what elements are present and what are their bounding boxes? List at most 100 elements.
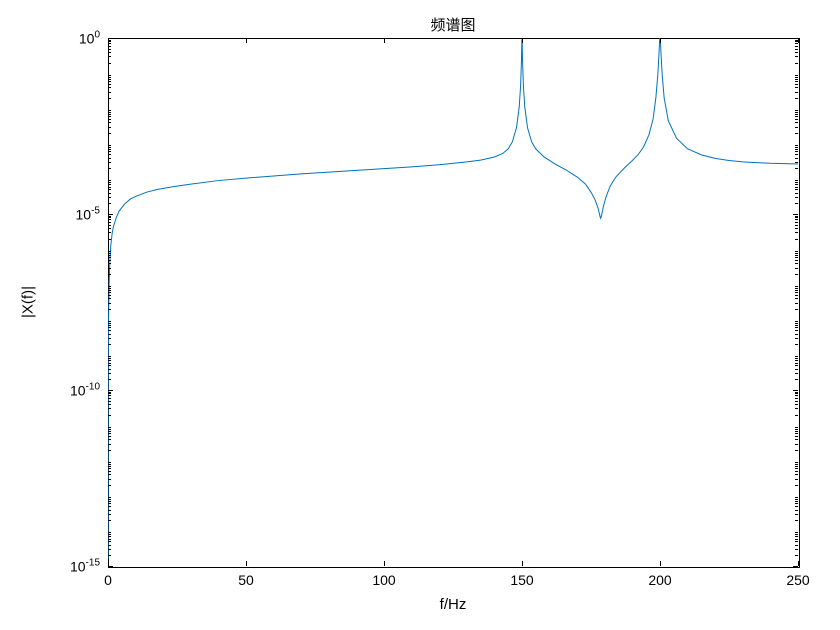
y-minor-tick-right bbox=[795, 532, 798, 533]
y-minor-tick bbox=[108, 471, 111, 472]
y-minor-tick bbox=[108, 79, 111, 80]
y-minor-tick-right bbox=[795, 431, 798, 432]
y-minor-tick-right bbox=[795, 444, 798, 445]
y-minor-tick-right bbox=[795, 292, 798, 293]
y-minor-tick-right bbox=[795, 462, 798, 463]
y-minor-tick-right bbox=[795, 466, 798, 467]
x-tick bbox=[798, 561, 799, 566]
x-axis-label: f/Hz bbox=[108, 596, 798, 613]
y-minor-tick-right bbox=[795, 216, 798, 217]
y-minor-tick-right bbox=[795, 228, 798, 229]
chart-title: 频谱图 bbox=[108, 14, 798, 35]
y-minor-tick-right bbox=[795, 327, 798, 328]
y-minor-tick bbox=[108, 334, 111, 335]
y-minor-tick bbox=[108, 356, 111, 357]
y-minor-tick bbox=[108, 510, 111, 511]
y-minor-tick bbox=[108, 222, 111, 223]
y-minor-tick-right bbox=[795, 187, 798, 188]
y-minor-tick bbox=[108, 189, 111, 190]
y-minor-tick-right bbox=[795, 501, 798, 502]
y-minor-tick bbox=[108, 369, 111, 370]
y-minor-tick-right bbox=[795, 81, 798, 82]
y-minor-tick bbox=[108, 232, 111, 233]
y-minor-tick bbox=[108, 321, 111, 322]
y-minor-tick-right bbox=[795, 321, 798, 322]
y-minor-tick bbox=[108, 298, 111, 299]
y-minor-tick-right bbox=[795, 87, 798, 88]
y-minor-tick bbox=[108, 84, 111, 85]
y-minor-tick-right bbox=[795, 222, 798, 223]
y-minor-tick bbox=[108, 203, 111, 204]
y-minor-tick bbox=[108, 439, 111, 440]
y-tick-label: 10-15 bbox=[70, 558, 100, 575]
y-minor-tick-right bbox=[795, 545, 798, 546]
x-tick-label: 200 bbox=[648, 572, 671, 588]
y-minor-tick bbox=[108, 119, 111, 120]
y-minor-tick bbox=[108, 268, 111, 269]
y-minor-tick bbox=[108, 274, 111, 275]
y-minor-tick bbox=[108, 303, 111, 304]
y-minor-tick-right bbox=[795, 404, 798, 405]
y-minor-tick-right bbox=[795, 52, 798, 53]
y-minor-tick bbox=[108, 325, 111, 326]
x-tick-top bbox=[384, 38, 385, 43]
y-tick-right bbox=[793, 566, 798, 567]
y-minor-tick-right bbox=[795, 162, 798, 163]
y-minor-tick-right bbox=[795, 79, 798, 80]
y-minor-tick bbox=[108, 127, 111, 128]
y-minor-tick bbox=[108, 225, 111, 226]
y-minor-tick-right bbox=[795, 344, 798, 345]
y-minor-tick-right bbox=[795, 436, 798, 437]
y-minor-tick-right bbox=[795, 309, 798, 310]
y-minor-tick bbox=[108, 151, 111, 152]
y-minor-tick-right bbox=[795, 474, 798, 475]
y-minor-tick bbox=[108, 158, 111, 159]
y-minor-tick bbox=[108, 323, 111, 324]
y-minor-tick-right bbox=[795, 189, 798, 190]
y-minor-tick bbox=[108, 290, 111, 291]
y-minor-tick bbox=[108, 193, 111, 194]
y-minor-tick-right bbox=[795, 274, 798, 275]
x-tick-label: 50 bbox=[238, 572, 254, 588]
y-minor-tick bbox=[108, 466, 111, 467]
y-minor-tick bbox=[108, 506, 111, 507]
y-minor-tick bbox=[108, 154, 111, 155]
y-minor-tick-right bbox=[795, 520, 798, 521]
y-minor-tick bbox=[108, 344, 111, 345]
y-minor-tick bbox=[108, 253, 111, 254]
y-minor-tick bbox=[108, 358, 111, 359]
y-minor-tick bbox=[108, 162, 111, 163]
y-minor-tick bbox=[108, 330, 111, 331]
y-minor-tick-right bbox=[795, 180, 798, 181]
y-minor-tick-right bbox=[795, 286, 798, 287]
y-minor-tick bbox=[108, 501, 111, 502]
y-minor-tick-right bbox=[795, 439, 798, 440]
y-minor-tick-right bbox=[795, 429, 798, 430]
x-tick-label: 0 bbox=[104, 572, 112, 588]
y-minor-tick-right bbox=[795, 98, 798, 99]
y-minor-tick-right bbox=[795, 75, 798, 76]
y-minor-tick bbox=[108, 87, 111, 88]
y-minor-tick-right bbox=[795, 116, 798, 117]
y-minor-tick-right bbox=[795, 114, 798, 115]
y-minor-tick-right bbox=[795, 77, 798, 78]
y-minor-tick bbox=[108, 184, 111, 185]
x-tick-label: 150 bbox=[510, 572, 533, 588]
y-minor-tick bbox=[108, 485, 111, 486]
y-minor-tick bbox=[108, 431, 111, 432]
y-minor-tick bbox=[108, 365, 111, 366]
y-minor-tick-right bbox=[795, 182, 798, 183]
y-minor-tick-right bbox=[795, 225, 798, 226]
y-tick-label: 10-5 bbox=[76, 206, 100, 223]
y-minor-tick bbox=[108, 75, 111, 76]
y-minor-tick bbox=[108, 545, 111, 546]
y-minor-tick-right bbox=[795, 393, 798, 394]
y-minor-tick bbox=[108, 379, 111, 380]
y-minor-tick bbox=[108, 168, 111, 169]
y-minor-tick bbox=[108, 309, 111, 310]
y-minor-tick-right bbox=[795, 255, 798, 256]
y-minor-tick-right bbox=[795, 450, 798, 451]
y-minor-tick-right bbox=[795, 239, 798, 240]
x-tick-top bbox=[660, 38, 661, 43]
y-minor-tick bbox=[108, 404, 111, 405]
